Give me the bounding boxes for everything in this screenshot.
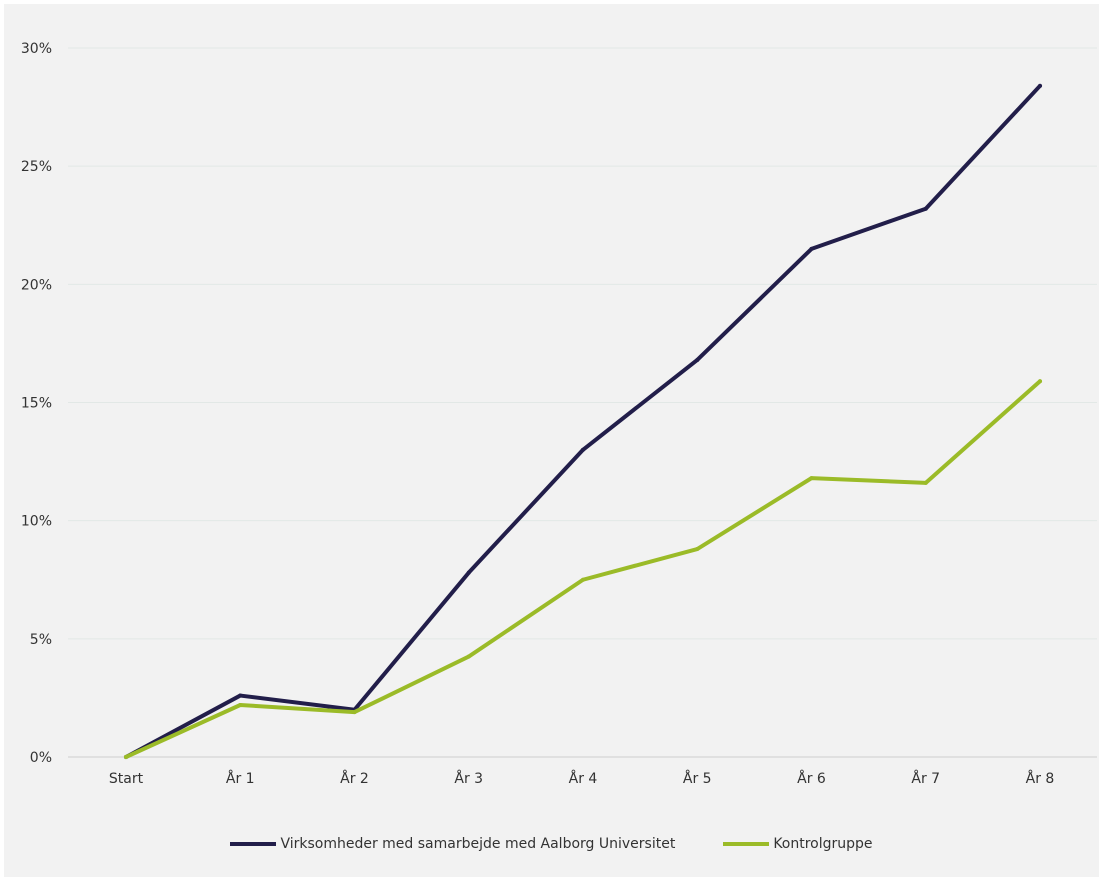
- series-line-2: [124, 379, 1042, 759]
- x-tick-label-3: År 3: [454, 770, 483, 787]
- x-axis-ticks: Start År 1 År 2 År 3 År 4 År 5 År 6 År 7 År 8: [109, 770, 1054, 787]
- y-axis-ticks: 0% 5% 10% 15% 20% 25% 30%: [21, 41, 52, 766]
- grid: [68, 47, 1097, 758]
- legend: Virksomheder med samarbejde med Aalborg …: [0, 836, 1103, 852]
- series-1-point-3: [466, 570, 471, 575]
- series-1-point-8: [1038, 83, 1042, 88]
- x-tick-label-7: År 7: [911, 770, 940, 787]
- x-tick-label-4: År 4: [569, 770, 598, 787]
- series-2-point-7: [923, 480, 928, 485]
- series-2-point-4: [581, 577, 585, 582]
- series-1-point-4: [581, 447, 585, 452]
- y-tick-label-0: 0%: [30, 750, 52, 766]
- series-1-point-1: [238, 693, 243, 698]
- y-tick-label-1: 5%: [30, 632, 52, 648]
- series-1-point-5: [695, 357, 700, 362]
- series-2-point-5: [695, 547, 700, 552]
- legend-swatch-series-2: [723, 842, 770, 846]
- series-2-point-8: [1038, 379, 1042, 384]
- series-1-point-7: [923, 206, 928, 211]
- x-tick-label-6: År 6: [797, 770, 826, 787]
- series-1-point-6: [809, 246, 814, 251]
- y-tick-label-6: 30%: [21, 41, 52, 57]
- x-tick-label-2: År 2: [340, 770, 369, 787]
- x-tick-label-1: År 1: [226, 770, 255, 787]
- legend-item-series-2: Kontrolgruppe: [723, 836, 873, 852]
- legend-label-series-1: Virksomheder med samarbejde med Aalborg …: [280, 836, 676, 852]
- x-tick-label-0: Start: [109, 771, 144, 787]
- x-tick-label-8: År 8: [1026, 770, 1055, 787]
- series-line-1: [124, 83, 1042, 759]
- series-2-point-0: [124, 755, 128, 759]
- y-tick-label-2: 10%: [21, 514, 52, 530]
- y-tick-label-5: 25%: [21, 159, 52, 175]
- legend-swatch-series-1: [230, 842, 277, 846]
- series-2-point-2: [352, 710, 357, 715]
- series-2-point-6: [809, 476, 814, 481]
- legend-item-series-1: Virksomheder med samarbejde med Aalborg …: [230, 836, 675, 852]
- y-tick-label-3: 15%: [21, 396, 52, 412]
- series-lines: [124, 83, 1042, 759]
- series-2-point-1: [238, 703, 243, 708]
- y-tick-label-4: 20%: [21, 277, 52, 293]
- series-2-point-3: [466, 654, 471, 659]
- legend-label-series-2: Kontrolgruppe: [773, 836, 873, 852]
- x-tick-label-5: År 5: [683, 770, 712, 787]
